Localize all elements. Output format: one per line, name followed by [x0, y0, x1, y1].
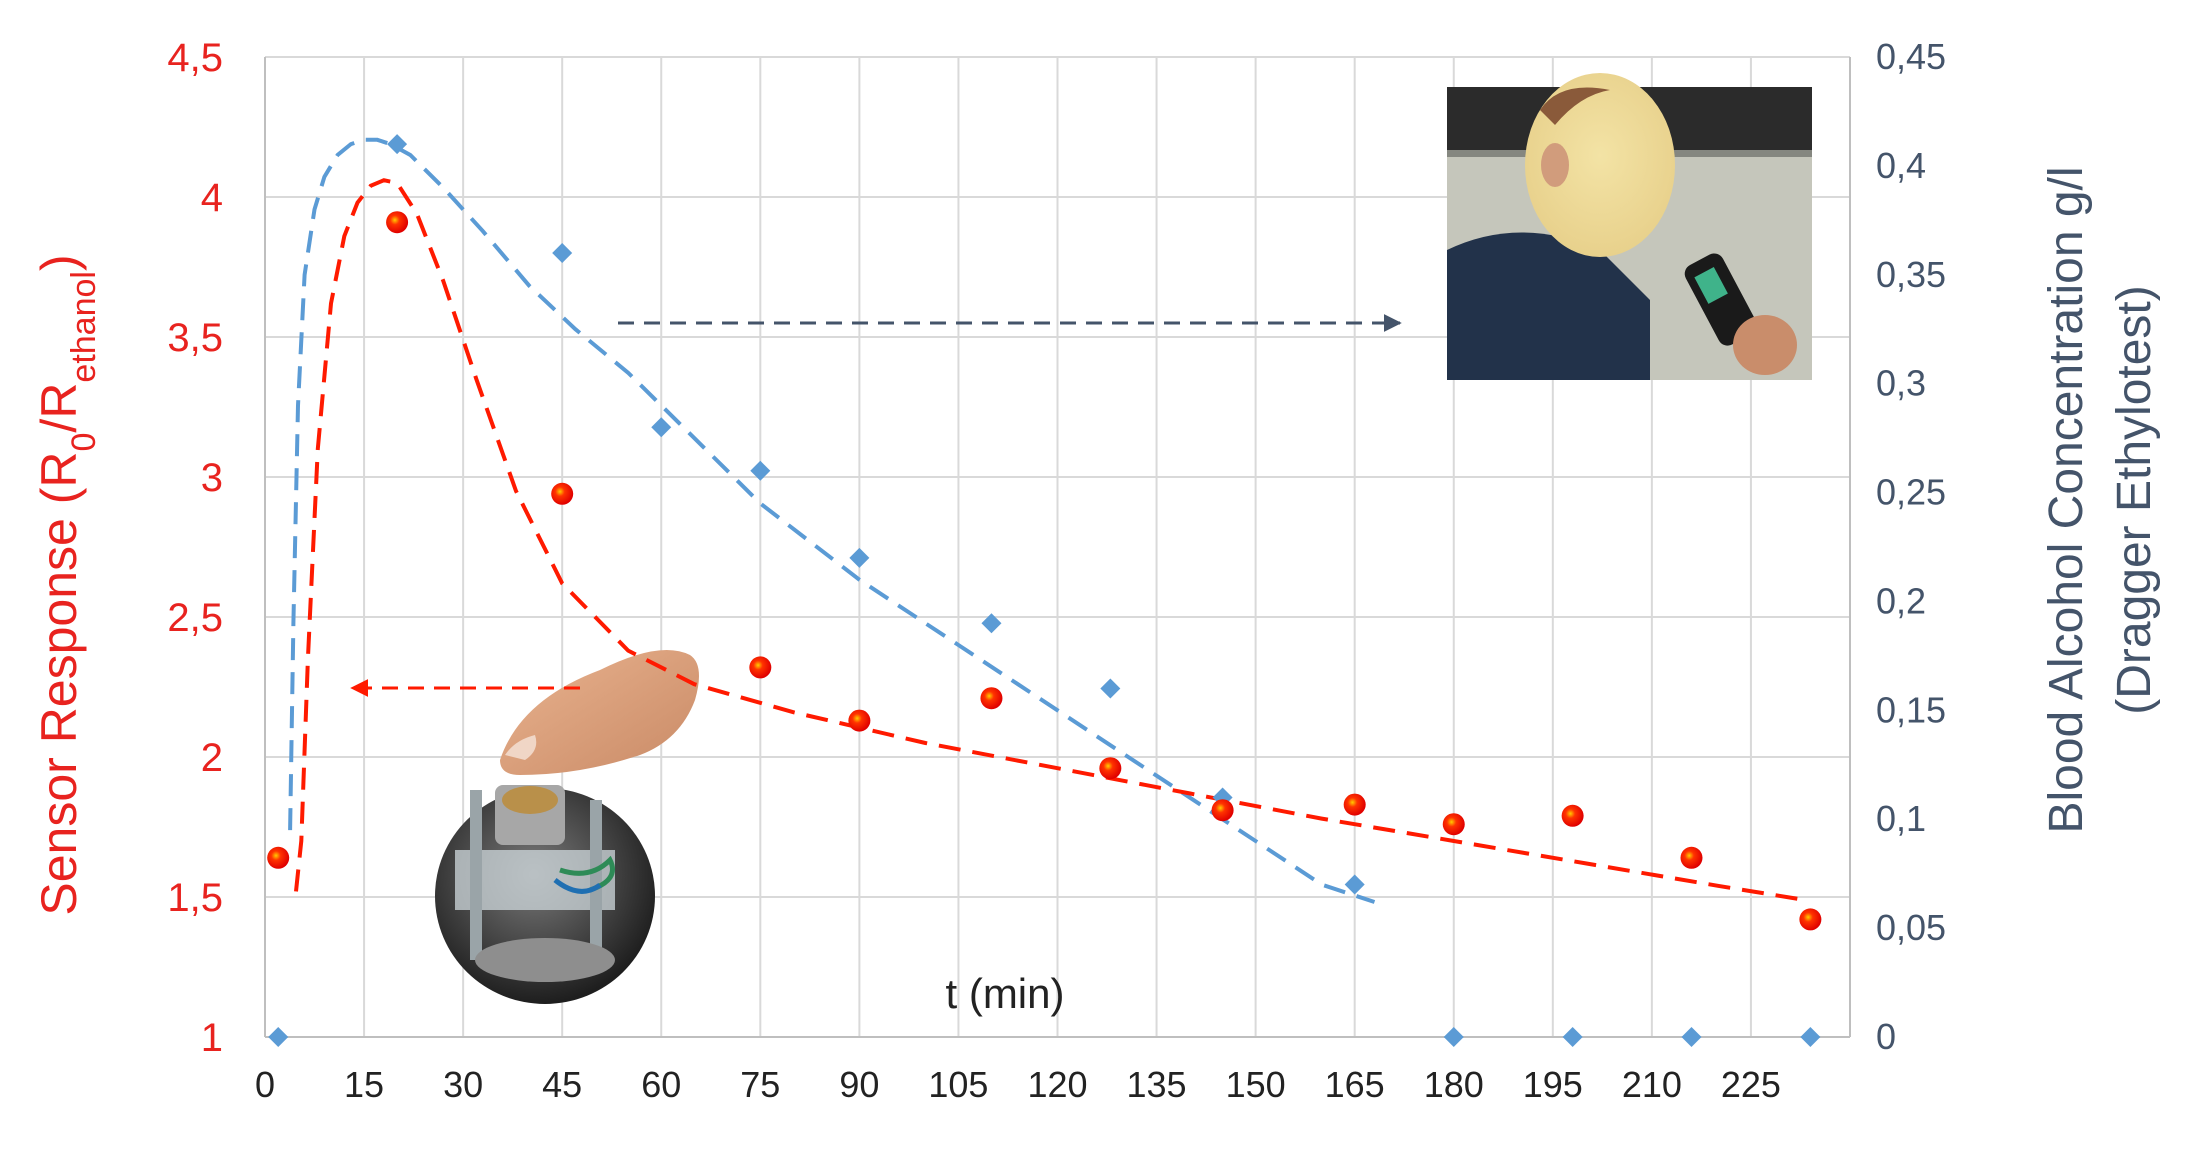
- x-tick-label: 15: [344, 1064, 384, 1105]
- y-right-tick-label: 0,2: [1876, 580, 1926, 621]
- bac-point: [387, 134, 408, 155]
- y-right-tick-label: 0,3: [1876, 363, 1926, 404]
- y-right-tick-label: 0,4: [1876, 145, 1926, 186]
- y-right-tick-label: 0: [1876, 1016, 1896, 1057]
- sensor-point: [386, 211, 409, 234]
- y-left-tick-label: 1: [201, 1016, 223, 1060]
- y-right-tick-label: 0,15: [1876, 689, 1946, 730]
- x-tick-label: 195: [1523, 1064, 1583, 1105]
- bac-trend-line: [288, 137, 1376, 904]
- x-tick-label: 135: [1127, 1064, 1187, 1105]
- sensor-point: [1799, 908, 1822, 931]
- y-right-tick-label: 0,05: [1876, 907, 1946, 948]
- x-tick-label: 180: [1424, 1064, 1484, 1105]
- x-tick-label: 45: [542, 1064, 582, 1105]
- x-axis-title: t (min): [946, 970, 1065, 1017]
- bac-point: [849, 547, 870, 568]
- trend-layer: [288, 137, 1805, 904]
- bac-point: [651, 417, 672, 438]
- x-tick-label: 150: [1226, 1064, 1286, 1105]
- finger-photo: [500, 650, 699, 775]
- x-tick-label: 90: [839, 1064, 879, 1105]
- y-left-tick-label: 3: [201, 456, 223, 500]
- y-left-tick-label: 4: [201, 176, 223, 220]
- bac-point: [1800, 1027, 1821, 1047]
- x-tick-label: 60: [641, 1064, 681, 1105]
- x-tick-label: 210: [1622, 1064, 1682, 1105]
- x-tick-label: 75: [740, 1064, 780, 1105]
- bac-point: [552, 243, 573, 263]
- y-left-tick-label: 2,5: [167, 596, 223, 640]
- breathalyzer-photo: [1447, 73, 1812, 380]
- y-left-tick-label: 4,5: [167, 36, 223, 80]
- y-axis-title-left: Sensor Response (R0/Rethanol): [31, 254, 103, 915]
- sensor-point: [848, 709, 871, 732]
- y-right-tick-label: 0,35: [1876, 254, 1946, 295]
- sensor-point: [1099, 757, 1122, 780]
- bac-point: [1681, 1027, 1702, 1047]
- x-tick-label: 120: [1027, 1064, 1087, 1105]
- bac-point: [268, 1027, 289, 1047]
- y-axis-title-right-line2: (Dragger Ethylotest): [2108, 285, 2161, 715]
- x-tick-label: 30: [443, 1064, 483, 1105]
- sensor-point: [1343, 793, 1366, 816]
- sensor-point: [1680, 846, 1703, 869]
- bac-point: [1344, 874, 1365, 895]
- y-left-tick-label: 2: [201, 736, 223, 780]
- bac-point: [1443, 1027, 1464, 1047]
- points-layer: [267, 134, 1822, 1047]
- sensor-point: [267, 846, 290, 869]
- x-tick-label: 105: [928, 1064, 988, 1105]
- axis-layer: 0 15 30 45 60 75 90 105 120 135 150 165 180 195 210 225…: [167, 36, 1946, 1105]
- bac-point: [981, 613, 1002, 634]
- sensor-point: [551, 482, 574, 505]
- y-right-tick-label: 0,25: [1876, 472, 1946, 513]
- x-tick-label: 225: [1721, 1064, 1781, 1105]
- y-axis-title-right-line1: Blood Alcohol Concentration g/l: [2040, 166, 2093, 833]
- bac-point: [750, 460, 771, 481]
- y-left-tick-label: 1,5: [167, 876, 223, 920]
- x-tick-label: 165: [1325, 1064, 1385, 1105]
- sensor-point: [1442, 813, 1465, 836]
- sensor-point: [1561, 804, 1584, 827]
- sensor-device-photo: [435, 785, 655, 1004]
- sensor-point: [980, 687, 1003, 710]
- y-right-tick-label: 0,45: [1876, 36, 1946, 77]
- y-left-tick-label: 3,5: [167, 316, 223, 360]
- bac-point: [1562, 1027, 1583, 1047]
- y-right-tick-label: 0,1: [1876, 798, 1926, 839]
- sensor-point: [749, 656, 772, 679]
- sensor-point: [1211, 799, 1234, 822]
- x-tick-label: 0: [255, 1064, 275, 1105]
- bac-point: [1100, 678, 1121, 699]
